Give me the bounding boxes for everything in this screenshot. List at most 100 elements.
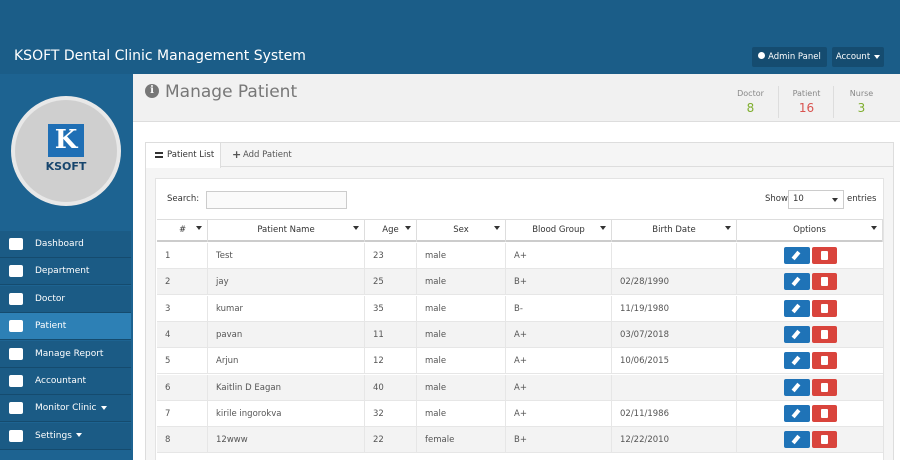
menu-item[interactable]: Doctor: [0, 285, 131, 313]
delete-button[interactable]: [812, 299, 837, 317]
menu-item[interactable]: Monitor Clinic: [0, 395, 131, 423]
edit-button[interactable]: [784, 273, 810, 291]
menu-label: Doctor: [35, 293, 66, 304]
trash-icon: [821, 435, 828, 445]
table-cell: Kaitlin D Eagan: [208, 374, 365, 401]
table-cell: kumar: [208, 295, 365, 322]
table-cell: 6: [157, 374, 208, 401]
admin-panel-label: Admin Panel: [768, 52, 821, 62]
delete-button[interactable]: [812, 247, 837, 264]
menu-icon: [9, 375, 23, 387]
table-cell: A+: [506, 321, 612, 348]
edit-button[interactable]: [784, 431, 810, 449]
table-cell: 11: [365, 321, 417, 348]
edit-button[interactable]: [784, 325, 810, 343]
table-cell: 3: [157, 295, 208, 322]
table-row: [157, 321, 883, 348]
table-cell: female: [417, 427, 506, 454]
stat-value: 3: [857, 101, 866, 115]
tab[interactable]: Patient List: [146, 143, 221, 168]
table-cell: 10/06/2015: [612, 348, 737, 375]
stat-value: 8: [746, 101, 755, 115]
stat-label: Nurse: [849, 89, 874, 98]
table-cell: 35: [365, 295, 417, 322]
tab-label: Add Patient: [243, 150, 292, 160]
page-size-select[interactable]: 10: [788, 190, 844, 209]
delete-button[interactable]: [812, 431, 837, 449]
sidebar: K KSOFT Dashboard Department Doctor Patient…: [0, 74, 133, 460]
table-cell: male: [417, 269, 506, 296]
delete-button[interactable]: [812, 325, 837, 343]
edit-button[interactable]: [784, 378, 810, 396]
table-cell: pavan: [208, 321, 365, 348]
delete-button[interactable]: [812, 352, 837, 370]
trash-icon: [821, 356, 828, 366]
column-header[interactable]: Patient Name: [208, 219, 365, 242]
table-row: [157, 269, 883, 296]
app-title: KSOFT Dental Clinic Management System: [14, 48, 306, 64]
menu-label: Department: [35, 266, 90, 277]
wrench-icon: [791, 329, 801, 340]
menu-label: Monitor Clinic: [35, 403, 107, 413]
table-cell: 4: [157, 321, 208, 348]
column-header[interactable]: Options: [737, 219, 883, 242]
account-button[interactable]: Account: [832, 47, 884, 67]
table-cell: [612, 374, 737, 401]
menu-icon: [9, 320, 23, 333]
column-header[interactable]: Birth Date: [612, 219, 737, 242]
column-header[interactable]: Sex: [417, 219, 506, 242]
menu-item[interactable]: Department: [0, 258, 131, 286]
edit-button[interactable]: [784, 352, 810, 370]
menu-icon: [9, 429, 23, 442]
edit-button[interactable]: [784, 299, 810, 317]
table-cell: Arjun: [208, 348, 365, 375]
table-cell: B-: [506, 295, 612, 322]
column-header[interactable]: Age: [365, 219, 417, 242]
table-cell: 25: [365, 269, 417, 296]
menu-label: Dashboard: [35, 239, 84, 249]
stat: Doctor 8: [723, 86, 778, 118]
menu-item[interactable]: Accountant: [0, 368, 131, 395]
menu-item[interactable]: Manage Report: [0, 340, 131, 368]
table-row: [157, 348, 883, 375]
search-input[interactable]: [206, 191, 347, 209]
column-header[interactable]: Blood Group: [506, 219, 612, 242]
trash-icon: [821, 408, 828, 418]
delete-button[interactable]: [812, 273, 837, 291]
search-label: Search:: [167, 194, 200, 204]
admin-panel-button[interactable]: Admin Panel: [752, 47, 827, 67]
table-cell: 12www: [208, 427, 365, 454]
stat: Patient 16: [778, 86, 833, 118]
menu-item[interactable]: Patient: [0, 313, 131, 341]
menu-label: Patient: [35, 321, 67, 332]
page-size-value: 10: [793, 194, 804, 204]
table-cell: 12: [365, 348, 417, 375]
wrench-icon: [791, 250, 801, 261]
wrench-icon: [791, 303, 801, 313]
menu-icon: [9, 265, 23, 278]
table-row: [157, 295, 883, 322]
table-cell: 8: [157, 427, 208, 454]
logo: K KSOFT: [11, 96, 121, 206]
delete-button[interactable]: [812, 404, 837, 422]
tab[interactable]: + Add Patient: [232, 148, 292, 161]
stat-value: 16: [798, 101, 815, 115]
menu-item[interactable]: Settings: [0, 422, 131, 450]
table-row: [157, 400, 883, 427]
menu-item[interactable]: Dashboard: [0, 231, 131, 258]
column-header[interactable]: #: [157, 219, 208, 242]
stat-label: Doctor: [737, 89, 764, 98]
tab-bar: Patient List + Add Patient: [146, 143, 893, 168]
menu-icon: [9, 238, 23, 250]
table-cell: male: [417, 295, 506, 322]
table-cell: B+: [506, 269, 612, 296]
table-cell: 32: [365, 400, 417, 427]
edit-button[interactable]: [784, 247, 810, 264]
table-cell: A+: [506, 243, 612, 269]
delete-button[interactable]: [812, 378, 837, 396]
trash-icon: [821, 329, 828, 339]
edit-button[interactable]: [784, 404, 810, 422]
table-row: [157, 374, 883, 401]
table-header: [157, 219, 883, 242]
